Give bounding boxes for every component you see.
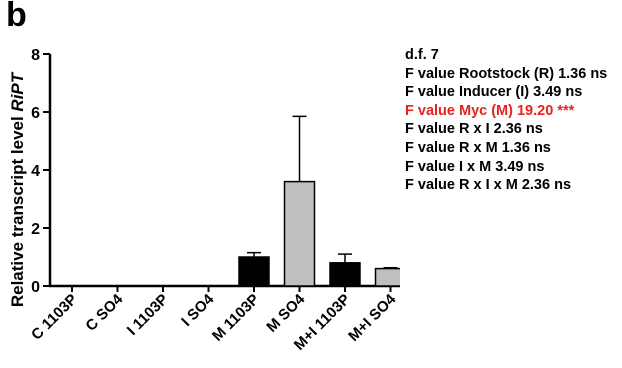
bar	[329, 262, 361, 287]
stat-line: F value R x M 1.36 ns	[405, 139, 551, 156]
y-tick-label: 4	[31, 163, 40, 180]
axes: 0 2 4 6 8	[31, 47, 400, 296]
bar	[283, 180, 316, 287]
stat-line: F value R x I 2.36 ns	[405, 121, 543, 138]
y-tick-label: 6	[31, 105, 40, 122]
y-tick-label: 2	[31, 221, 40, 238]
x-tick-label: I SO4	[178, 290, 218, 330]
x-tick-label: C 1103P	[28, 291, 81, 344]
y-tick-label: 8	[31, 47, 40, 64]
y-axis-title: Relative transcript level RiPT	[8, 71, 27, 307]
stat-line: F value I x M 3.49 ns	[405, 158, 545, 175]
stat-line: F value Rootstock (R) 1.36 ns	[405, 65, 608, 82]
y-axis-label-gene: RiPT	[8, 71, 27, 111]
y-axis-label: Relative transcript level RiPT	[8, 71, 27, 307]
x-tick-label: I 1103P	[124, 291, 172, 339]
y-tick-label: 0	[31, 279, 40, 296]
x-tick-label: M SO4	[263, 290, 308, 335]
x-tick-label: C SO4	[82, 290, 126, 334]
stat-line: F value Inducer (I) 3.49 ns	[405, 84, 583, 101]
bars	[238, 115, 400, 287]
bar	[238, 256, 270, 287]
stat-line: F value R x I x M 2.36 ns	[405, 177, 572, 194]
y-axis-label-text: Relative transcript level	[8, 112, 27, 308]
panel-label: b	[6, 0, 27, 34]
statistics-panel: d.f. 7 F value Rootstock (R) 1.36 ns F val…	[405, 46, 607, 195]
bar-chart: Relative transcript level RiPT 0 2 4 6 8 C 1…	[8, 47, 400, 354]
x-tick-label: M 1103P	[209, 291, 263, 345]
stat-line: F value Myc (M) 19.20 ***	[405, 102, 575, 119]
x-tick-label: M+I SO4	[345, 290, 400, 345]
bar	[374, 267, 400, 287]
stat-line: d.f. 7	[405, 47, 439, 63]
